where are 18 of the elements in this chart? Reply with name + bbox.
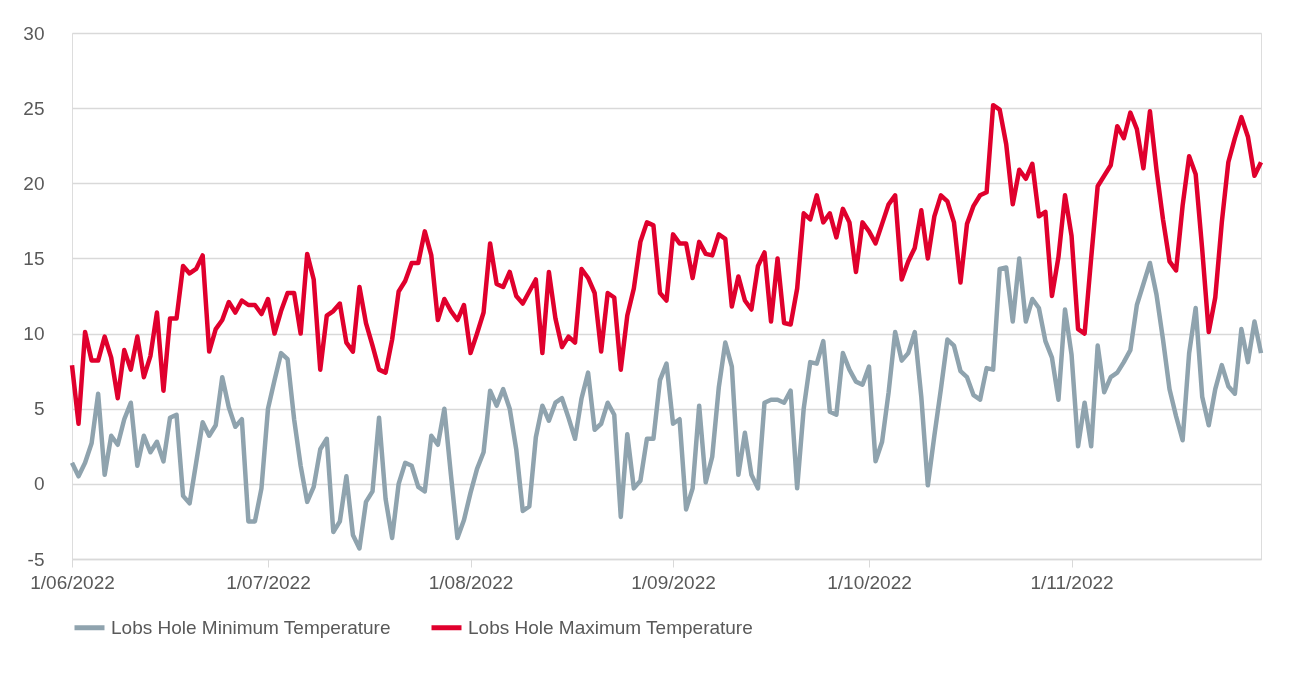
y-tick-label: 20 bbox=[23, 172, 45, 194]
legend-label: Lobs Hole Minimum Temperature bbox=[111, 616, 391, 638]
y-tick-label: 10 bbox=[23, 323, 45, 345]
y-tick-label: -5 bbox=[27, 548, 45, 570]
line-series bbox=[69, 102, 1264, 426]
x-tick-label: 1/09/2022 bbox=[631, 571, 716, 593]
x-tick-label: 1/10/2022 bbox=[827, 571, 912, 593]
y-tick-label: 15 bbox=[23, 247, 45, 269]
y-tick-label: 5 bbox=[33, 398, 45, 420]
x-tick-label: 1/07/2022 bbox=[226, 571, 311, 593]
y-tick-label: 25 bbox=[23, 97, 45, 119]
x-tick-label: 1/11/2022 bbox=[1030, 571, 1114, 593]
y-tick-label: 0 bbox=[33, 473, 45, 495]
x-tick-label: 1/06/2022 bbox=[30, 571, 115, 593]
line-series bbox=[69, 256, 1264, 551]
y-tick-label: 30 bbox=[23, 22, 45, 44]
legend-label: Lobs Hole Maximum Temperature bbox=[468, 616, 753, 638]
x-tick-label: 1/08/2022 bbox=[428, 571, 514, 593]
